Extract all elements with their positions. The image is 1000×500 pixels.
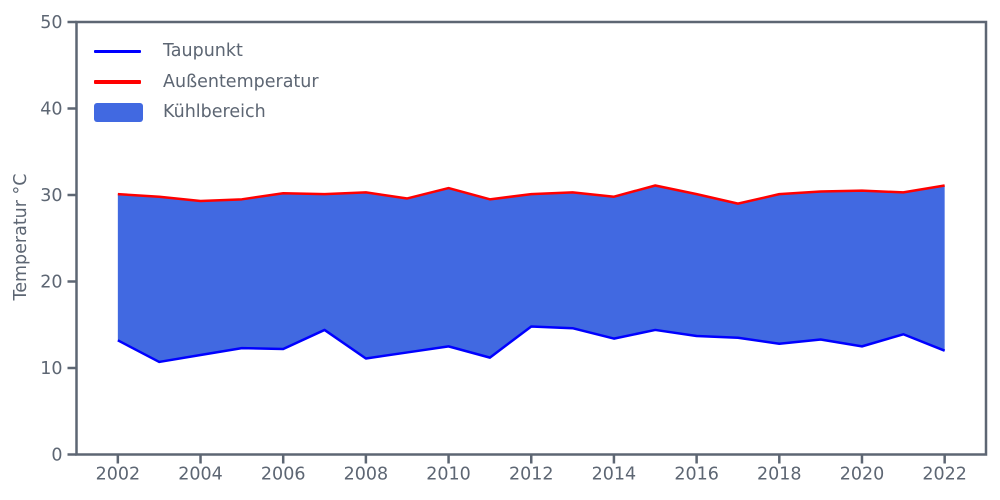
taupunkt-line (117, 325, 946, 364)
kuehlbereich-patch-swatch-icon (94, 102, 143, 122)
aussentemperatur-line-swatch-icon (94, 80, 141, 84)
legend-entry-kuehlbereich: Kühlbereich (94, 97, 319, 128)
legend-label-taupunkt: Taupunkt (163, 41, 243, 62)
y-tick-label: 20 (40, 273, 62, 293)
y-tick-label: 50 (40, 13, 62, 33)
x-tick-label: 2006 (261, 465, 306, 485)
legend-label-kuehlbereich: Kühlbereich (163, 102, 266, 123)
x-tick-label: 2012 (509, 465, 554, 485)
y-tick-label: 30 (40, 186, 62, 206)
kuehlbereich-area (117, 185, 945, 362)
legend-entry-taupunkt: Taupunkt (94, 36, 319, 67)
legend-label-aussentemperatur: Außentemperatur (163, 71, 319, 92)
y-tick-label: 0 (51, 446, 62, 466)
x-tick-label: 2010 (426, 465, 471, 485)
x-tick-label: 2004 (178, 465, 223, 485)
x-tick-label: 2008 (344, 465, 389, 485)
y-tick-label: 40 (40, 100, 62, 120)
legend-swatch-box (94, 80, 143, 84)
y-tick-label: 10 (40, 359, 62, 379)
y-axis-title: Temperatur °C (11, 173, 31, 301)
legend-swatch-box (94, 102, 143, 122)
legend-entry-aussentemperatur: Außentemperatur (94, 67, 319, 98)
x-tick-label: 2022 (922, 465, 967, 485)
x-tick-label: 2018 (757, 465, 802, 485)
auentemperatur-line (117, 184, 945, 205)
legend-swatch-box (94, 49, 143, 53)
x-tick-label: 2002 (96, 465, 141, 485)
legend: Taupunkt Außentemperatur Kühlbereich (94, 36, 319, 128)
x-tick-label: 2014 (592, 465, 637, 485)
taupunkt-line-swatch-icon (94, 49, 141, 53)
x-tick-label: 2020 (840, 465, 885, 485)
x-tick-label: 2016 (674, 465, 719, 485)
